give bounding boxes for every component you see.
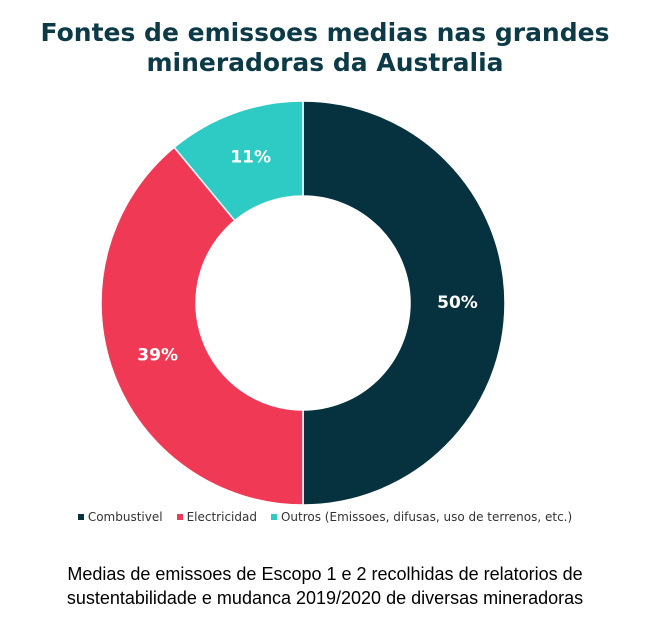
slice-1 bbox=[100, 146, 304, 506]
chart-title: Fontes de emissoes medias nas grandes mi… bbox=[40, 18, 610, 77]
legend-item-0: Combustivel bbox=[77, 510, 163, 524]
slice-label-2: 11% bbox=[230, 148, 271, 168]
slice-label-0: 50% bbox=[437, 293, 478, 313]
legend-swatch-1 bbox=[176, 514, 183, 520]
legend-swatch-2 bbox=[270, 514, 277, 520]
legend-label-0: Combustivel bbox=[87, 510, 163, 524]
slice-label-1: 39% bbox=[137, 345, 178, 365]
donut-chart: 50% 39% 11% bbox=[100, 100, 506, 506]
legend-item-1: Electricidad bbox=[176, 510, 257, 524]
slice-0 bbox=[302, 100, 506, 506]
chart-legend: Combustivel Electricidad Outros (Emissoes,… bbox=[0, 510, 650, 524]
chart-area: Fontes de emissoes medias nas grandes mi… bbox=[0, 18, 650, 524]
legend-label-1: Electricidad bbox=[186, 510, 257, 524]
chart-footnote: Medias de emissoes de Escopo 1 e 2 recol… bbox=[66, 564, 584, 608]
slice-2 bbox=[173, 100, 304, 222]
legend-label-2: Outros (Emissoes, difusas, uso de terren… bbox=[280, 510, 573, 524]
legend-item-2: Outros (Emissoes, difusas, uso de terren… bbox=[270, 510, 573, 524]
legend-swatch-0 bbox=[77, 514, 84, 520]
